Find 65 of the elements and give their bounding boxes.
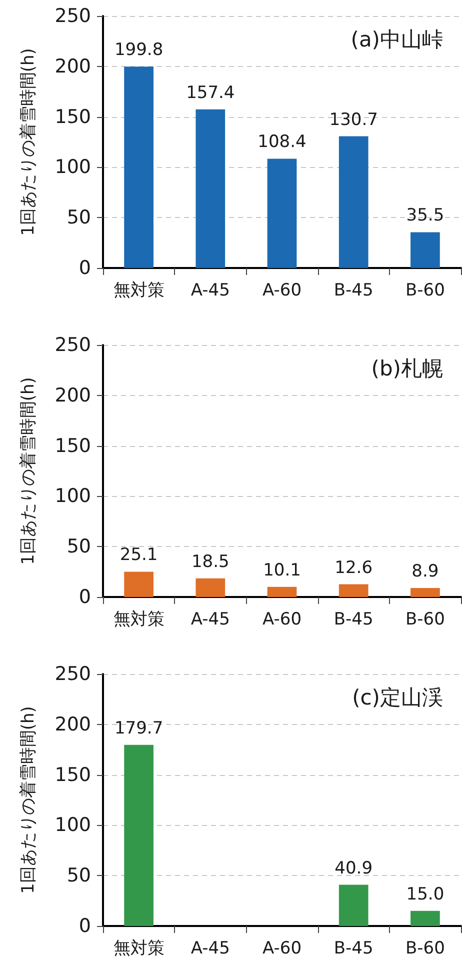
x-tick-label: B-60 [405,610,445,630]
bar [338,584,368,597]
y-tick-label: 150 [54,106,91,128]
data-label: 40.9 [334,858,373,878]
y-tick-label: 50 [66,206,91,229]
y-tick-label: 0 [78,915,91,937]
x-tick-label: A-60 [262,610,302,630]
bar [124,66,154,268]
y-tick-label: 50 [66,536,91,558]
data-label: 25.1 [120,545,158,566]
data-label: 179.7 [114,718,164,738]
data-label: 157.4 [186,82,235,103]
y-tick-label: 200 [54,384,91,406]
x-tick-label: B-60 [405,280,445,300]
y-tick-label: 150 [54,434,91,457]
bar [267,586,297,597]
data-label: 12.6 [334,558,373,578]
y-tick-label: 250 [54,334,91,356]
y-tick-label: 250 [54,663,91,685]
data-label: 199.8 [114,40,164,60]
y-tick-label: 200 [54,55,91,78]
x-tick-label: 無対策 [113,280,164,300]
x-tick-label: A-60 [262,938,302,958]
bar [410,910,440,926]
x-tick-label: 無対策 [113,938,164,958]
y-axis-title: 1回あたりの着雪時間(h) [18,706,38,894]
text: (a)中山峠 [350,28,444,52]
bar [124,572,154,597]
y-tick-label: 150 [54,764,91,786]
x-tick-label: B-45 [334,938,374,958]
text: (c)定山渓 [352,686,444,710]
y-axis-title: 1回あたりの着雪時間(h) [18,377,38,565]
bar [338,884,368,926]
text: (b)札幌 [371,356,444,380]
bar [124,744,154,926]
data-label: 10.1 [263,560,301,580]
x-tick-label: B-60 [405,938,445,958]
bar [267,158,297,268]
data-label: 8.9 [412,562,439,582]
data-label: 130.7 [329,110,378,130]
bar [410,232,440,268]
x-tick-label: A-45 [190,938,230,958]
bar [410,588,440,597]
x-tick-label: A-60 [262,280,302,300]
bar [196,109,226,268]
x-tick-label: A-45 [190,610,230,630]
y-tick-label: 50 [66,864,91,887]
data-label: 35.5 [406,206,444,226]
bar [338,136,368,268]
y-tick-label: 0 [78,257,91,279]
y-tick-label: 100 [54,156,91,178]
x-tick-label: A-45 [190,280,230,300]
y-tick-label: 200 [54,713,91,736]
x-tick-label: B-45 [334,610,374,630]
bar [196,578,226,597]
y-tick-label: 0 [78,586,91,608]
y-tick-label: 100 [54,814,91,836]
x-tick-label: 無対策 [113,610,164,630]
y-tick-label: 100 [54,485,91,508]
data-label: 15.0 [406,884,444,904]
data-label: 108.4 [258,132,306,152]
y-tick-label: 250 [54,5,91,27]
data-label: 18.5 [191,552,230,572]
y-axis-title: 1回あたりの着雪時間(h) [18,48,38,236]
x-tick-label: B-45 [334,280,374,300]
